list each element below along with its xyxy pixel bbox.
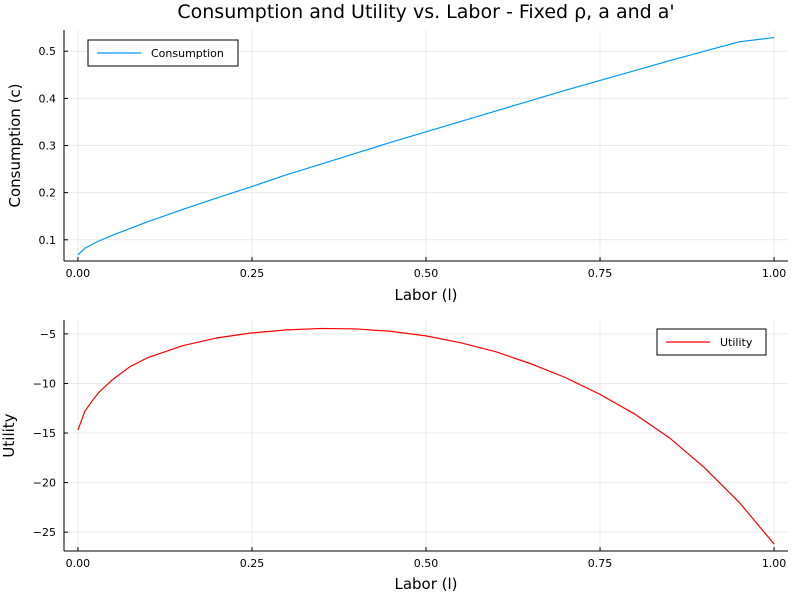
consumption-y-tick-label: 0.3: [39, 140, 57, 153]
utility-grid: [64, 320, 788, 551]
consumption-panel: 0.00 0.25 0.50 0.75 1.00 0.1 0.2 0.3 0.4 0.5 Lab…: [6, 30, 788, 304]
utility-x-tick-label: 0.00: [66, 557, 91, 570]
consumption-y-tick-label: 0.5: [39, 45, 57, 58]
consumption-line: [77, 36, 775, 256]
utility-y-tick-label: −20: [33, 477, 56, 490]
utility-y-tick-label: −15: [33, 427, 56, 440]
utility-x-tick-label: 0.50: [414, 557, 439, 570]
utility-x-ticks: 0.00 0.25 0.50 0.75 1.00: [66, 547, 787, 570]
utility-line: [77, 327, 775, 545]
utility-y-tick-label: −5: [40, 328, 56, 341]
consumption-x-tick-label: 0.50: [414, 267, 439, 280]
utility-y-label: Utility: [0, 413, 18, 457]
utility-y-ticks: −5 −10 −15 −20 −25: [33, 328, 68, 539]
figure-title: Consumption and Utility vs. Labor - Fixe…: [177, 1, 674, 23]
utility-x-tick-label: 0.75: [588, 557, 613, 570]
consumption-y-ticks: 0.1 0.2 0.3 0.4 0.5: [39, 45, 68, 247]
consumption-legend: Consumption: [87, 39, 239, 67]
utility-x-tick-label: 1.00: [762, 557, 787, 570]
consumption-x-tick-label: 0.25: [240, 267, 265, 280]
utility-x-label: Labor (l): [394, 575, 457, 593]
consumption-grid: [64, 30, 788, 261]
utility-y-tick-label: −10: [33, 377, 56, 390]
consumption-x-label: Labor (l): [394, 286, 457, 304]
utility-x-tick-label: 0.25: [240, 557, 265, 570]
consumption-y-label: Consumption (c): [6, 83, 24, 207]
utility-panel: 0.00 0.25 0.50 0.75 1.00 −5 −10 −15 −20 −25 Labo…: [0, 320, 788, 593]
consumption-y-tick-label: 0.1: [39, 234, 57, 247]
consumption-x-tick-label: 0.00: [66, 267, 91, 280]
consumption-x-tick-label: 1.00: [762, 267, 787, 280]
consumption-x-ticks: 0.00 0.25 0.50 0.75 1.00: [66, 257, 787, 280]
utility-y-tick-label: −25: [33, 526, 56, 539]
consumption-legend-label: Consumption: [151, 47, 224, 60]
consumption-y-tick-label: 0.4: [39, 92, 57, 105]
consumption-y-tick-label: 0.2: [39, 187, 57, 200]
utility-legend-label: Utility: [720, 336, 753, 349]
consumption-x-tick-label: 0.75: [588, 267, 613, 280]
utility-legend: Utility: [656, 328, 767, 356]
